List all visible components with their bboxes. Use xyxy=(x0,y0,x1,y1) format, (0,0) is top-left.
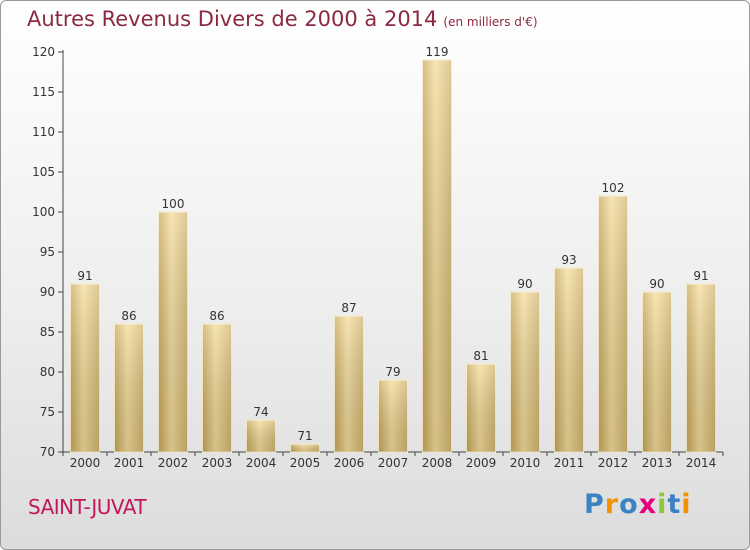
y-tick-label: 80 xyxy=(40,365,55,379)
y-tick-label: 70 xyxy=(40,445,55,459)
bar-shade xyxy=(510,292,540,452)
commune-name: SAINT-JUVAT xyxy=(28,495,147,519)
data-label: 90 xyxy=(649,277,664,291)
data-label: 90 xyxy=(517,277,532,291)
logo-letter: i xyxy=(657,489,668,520)
chart-labels: 91 86 100 86 74 71 87 79 119 81 90 93 102 90 91 xyxy=(77,45,708,443)
bar-shade xyxy=(246,420,276,452)
bar-shade xyxy=(158,212,188,452)
data-label: 71 xyxy=(297,429,312,443)
data-label: 102 xyxy=(602,181,625,195)
bar-shade xyxy=(466,364,496,452)
y-tick-label: 120 xyxy=(32,45,55,59)
data-label: 86 xyxy=(121,309,136,323)
x-tick-label: 2009 xyxy=(466,456,497,470)
x-tick-label: 2014 xyxy=(686,456,717,470)
data-label: 91 xyxy=(693,269,708,283)
data-label: 87 xyxy=(341,301,356,315)
x-tick-label: 2007 xyxy=(378,456,409,470)
x-tick-label: 2012 xyxy=(598,456,629,470)
y-tick-label: 95 xyxy=(40,245,55,259)
logo-letter: t xyxy=(667,489,682,520)
data-label: 79 xyxy=(385,365,400,379)
bar-shade xyxy=(642,292,672,452)
chart-axes: 70 75 80 85 90 95 100 105 110 115 120 2000 2001 2002 2… xyxy=(32,45,724,470)
y-tick-label: 100 xyxy=(32,205,55,219)
x-tick-label: 2010 xyxy=(510,456,541,470)
x-tick-label: 2008 xyxy=(422,456,453,470)
bar-shade xyxy=(422,60,452,452)
data-label: 81 xyxy=(473,349,488,363)
bar-shade xyxy=(378,380,408,452)
data-label: 86 xyxy=(209,309,224,323)
data-label: 91 xyxy=(77,269,92,283)
x-tick-label: 2013 xyxy=(642,456,673,470)
bar-shade xyxy=(290,444,320,452)
chart-bars xyxy=(70,59,716,453)
logo-letter: i xyxy=(681,489,692,520)
x-tick-label: 2000 xyxy=(70,456,101,470)
proxiti-logo: Proxiti xyxy=(584,489,692,520)
x-tick-label: 2011 xyxy=(554,456,585,470)
bar-shade xyxy=(334,316,364,452)
x-tick-label: 2005 xyxy=(290,456,321,470)
data-label: 100 xyxy=(162,197,185,211)
x-tick-label: 2002 xyxy=(158,456,189,470)
bar-shade xyxy=(686,284,716,452)
y-tick-label: 75 xyxy=(40,405,55,419)
x-tick-label: 2006 xyxy=(334,456,365,470)
data-label: 74 xyxy=(253,405,268,419)
x-tick-label: 2001 xyxy=(114,456,145,470)
chart-title-unit: (en milliers d'€) xyxy=(443,15,538,29)
y-tick-label: 85 xyxy=(40,325,55,339)
x-tick-label: 2004 xyxy=(246,456,277,470)
logo-letter: o xyxy=(619,489,639,520)
data-label: 93 xyxy=(561,253,576,267)
data-label: 119 xyxy=(426,45,449,59)
y-tick-label: 110 xyxy=(32,125,55,139)
logo-letter: P xyxy=(584,489,605,520)
bar-shade xyxy=(202,324,232,452)
y-tick-label: 90 xyxy=(40,285,55,299)
y-tick-label: 115 xyxy=(32,85,55,99)
y-tick-label: 105 xyxy=(32,165,55,179)
bar-shade xyxy=(114,324,144,452)
x-tick-label: 2003 xyxy=(202,456,233,470)
bar-shade xyxy=(70,284,100,452)
chart-title-text: Autres Revenus Divers de 2000 à 2014 xyxy=(27,7,438,31)
logo-letter: r xyxy=(604,489,620,520)
logo-letter: x xyxy=(638,489,658,520)
bar-shade xyxy=(554,268,584,452)
bar-shade xyxy=(598,196,628,452)
chart-title: Autres Revenus Divers de 2000 à 2014 (en … xyxy=(27,7,538,31)
